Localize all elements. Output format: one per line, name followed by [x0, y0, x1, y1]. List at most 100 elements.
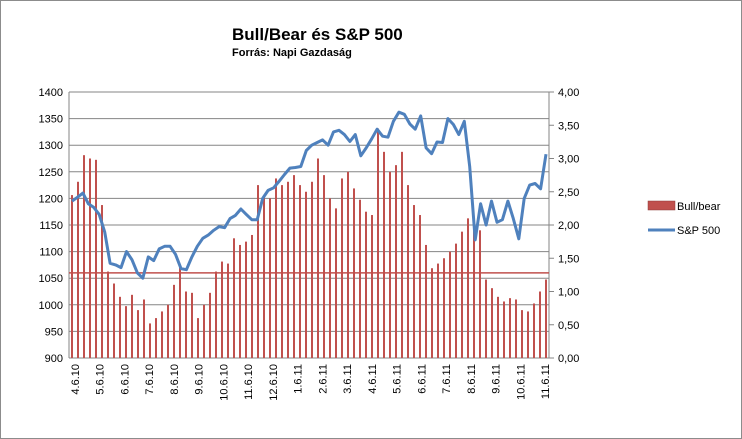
bar [521, 310, 523, 358]
y-right-tick-label: 3,50 [558, 120, 579, 132]
bar [137, 310, 139, 358]
bar [425, 244, 427, 358]
bar [239, 244, 241, 358]
bar [281, 185, 283, 358]
bar [71, 195, 73, 358]
y-right-tick-label: 2,00 [558, 220, 579, 232]
bar [197, 318, 199, 358]
bar [275, 178, 277, 358]
x-tick-label: 5.6.11 [392, 364, 404, 394]
x-tick-label: 9.6.10 [194, 364, 206, 395]
bar [359, 199, 361, 358]
bar [431, 268, 433, 358]
bar [155, 318, 157, 358]
bar [203, 304, 205, 358]
bar [191, 292, 193, 358]
x-tick-label: 7.6.11 [441, 364, 453, 394]
y-left-tick-label: 1350 [39, 114, 63, 126]
bar [491, 288, 493, 358]
bar [377, 128, 379, 358]
bar [317, 158, 319, 358]
y-left-tick-label: 1250 [39, 167, 63, 179]
y-right-tick-label: 3,00 [558, 154, 579, 166]
bar [437, 263, 439, 358]
y-left-tick-label: 1150 [39, 220, 63, 232]
y-right-tick-label: 1,50 [558, 253, 579, 265]
bar [227, 263, 229, 358]
bar [485, 279, 487, 358]
x-tick-label: 10.6.10 [218, 364, 230, 401]
bar [257, 185, 259, 358]
x-tick-label: 9.6.11 [491, 364, 503, 394]
y-left-tick-label: 1100 [39, 247, 63, 259]
bar [371, 215, 373, 358]
bar [347, 171, 349, 358]
bar [269, 198, 271, 358]
bar [311, 181, 313, 358]
y-right-tick-label: 0,00 [558, 353, 579, 365]
bar [533, 303, 535, 358]
bar [383, 151, 385, 358]
bar [167, 304, 169, 358]
x-tick-label: 11.6.11 [540, 364, 552, 399]
bar [299, 185, 301, 358]
y-right-tick-label: 1,00 [558, 287, 579, 299]
y-left-tick-label: 1300 [39, 140, 63, 152]
legend-label-bullbear: Bull/bear [677, 201, 721, 213]
x-tick-label: 12.6.10 [268, 364, 280, 401]
bar [365, 211, 367, 358]
bar [329, 198, 331, 358]
bar [341, 178, 343, 358]
y-left-tick-label: 1050 [39, 273, 63, 285]
bar [149, 323, 151, 358]
bar [89, 158, 91, 358]
bar [443, 258, 445, 358]
bar [497, 296, 499, 358]
bar [185, 291, 187, 358]
legend-bar-swatch [647, 200, 676, 211]
y-left-tick-label: 950 [45, 326, 63, 338]
bar [509, 298, 511, 358]
bar [473, 221, 475, 358]
bar [83, 155, 85, 358]
bar [413, 205, 415, 358]
x-tick-label: 8.6.11 [466, 364, 478, 394]
x-tick-label: 4.6.11 [367, 364, 379, 394]
bar [305, 191, 307, 358]
x-tick-label: 8.6.10 [169, 364, 181, 395]
y-right-tick-label: 0,50 [558, 320, 579, 332]
x-tick-label: 3.6.11 [342, 364, 354, 394]
bar [467, 218, 469, 358]
y-left-tick-label: 1400 [39, 87, 63, 99]
bar [395, 165, 397, 358]
bar [251, 234, 253, 358]
bar [335, 208, 337, 358]
bar [95, 159, 97, 358]
x-tick-label: 6.6.10 [119, 364, 131, 395]
bar [407, 185, 409, 358]
bar [215, 271, 217, 358]
bar [125, 306, 127, 358]
bar [545, 279, 547, 358]
x-tick-label: 4.6.10 [70, 364, 82, 395]
bar [539, 291, 541, 358]
bar [173, 284, 175, 358]
bar [221, 261, 223, 358]
y-left-tick-label: 1200 [39, 193, 63, 205]
bar [107, 271, 109, 358]
bar [245, 241, 247, 358]
bar [143, 299, 145, 358]
x-tick-label: 5.6.10 [95, 364, 107, 395]
y-right-tick-label: 2,50 [558, 187, 579, 199]
bar [209, 292, 211, 358]
x-tick-label: 2.6.11 [317, 364, 329, 394]
bar [233, 238, 235, 358]
bar [161, 311, 163, 358]
bar [515, 299, 517, 358]
bar [461, 231, 463, 358]
bar [455, 243, 457, 358]
y-right-tick-label: 4,00 [558, 87, 579, 99]
bar [287, 181, 289, 358]
bar [131, 294, 133, 358]
